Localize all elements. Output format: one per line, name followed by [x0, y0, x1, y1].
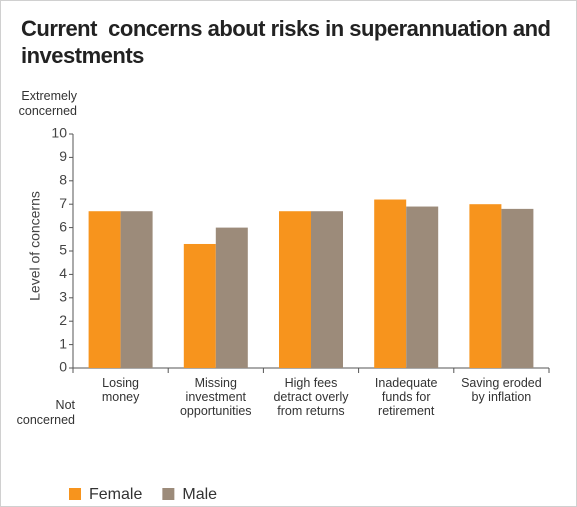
x-tick-label: Missing investment opportunities	[179, 376, 252, 418]
y-tick-label: 3	[59, 289, 67, 305]
bar	[374, 199, 407, 368]
legend-label: Female	[89, 486, 142, 503]
bar	[501, 208, 534, 368]
bar	[406, 206, 439, 368]
y-axis-label: Level of concerns	[27, 191, 43, 301]
legend-label: Male	[182, 486, 217, 503]
x-tick-label: High fees detract overly from returns	[273, 376, 349, 418]
bar	[279, 211, 311, 368]
y-tick-label: 1	[59, 335, 67, 351]
x-tick-label: Saving eroded by inflation	[461, 376, 542, 404]
annotation: Not concerned	[16, 398, 75, 427]
y-tick-label: 6	[59, 218, 67, 234]
x-tick-label: Inadequate funds for retirement	[374, 376, 438, 418]
y-tick-label: 4	[59, 265, 67, 281]
y-tick-label: 9	[59, 148, 67, 164]
bar	[469, 204, 502, 368]
legend-swatch	[162, 488, 175, 500]
bar	[183, 243, 216, 368]
bar	[311, 211, 343, 368]
bar	[120, 211, 153, 368]
chart-title: Current concerns about risks in superann…	[21, 16, 557, 68]
y-tick-label: 8	[59, 172, 67, 188]
y-tick-label: 0	[59, 359, 67, 375]
y-tick-label: 7	[59, 195, 67, 211]
y-tick-label: 5	[59, 242, 67, 258]
y-tick-label: 10	[51, 125, 67, 141]
y-tick-label: 2	[59, 312, 67, 328]
bar	[215, 227, 248, 368]
bar	[88, 211, 121, 368]
annotation: Extremely concerned	[18, 89, 77, 118]
x-tick-label: Losing money	[101, 376, 140, 404]
legend-swatch	[69, 488, 81, 500]
